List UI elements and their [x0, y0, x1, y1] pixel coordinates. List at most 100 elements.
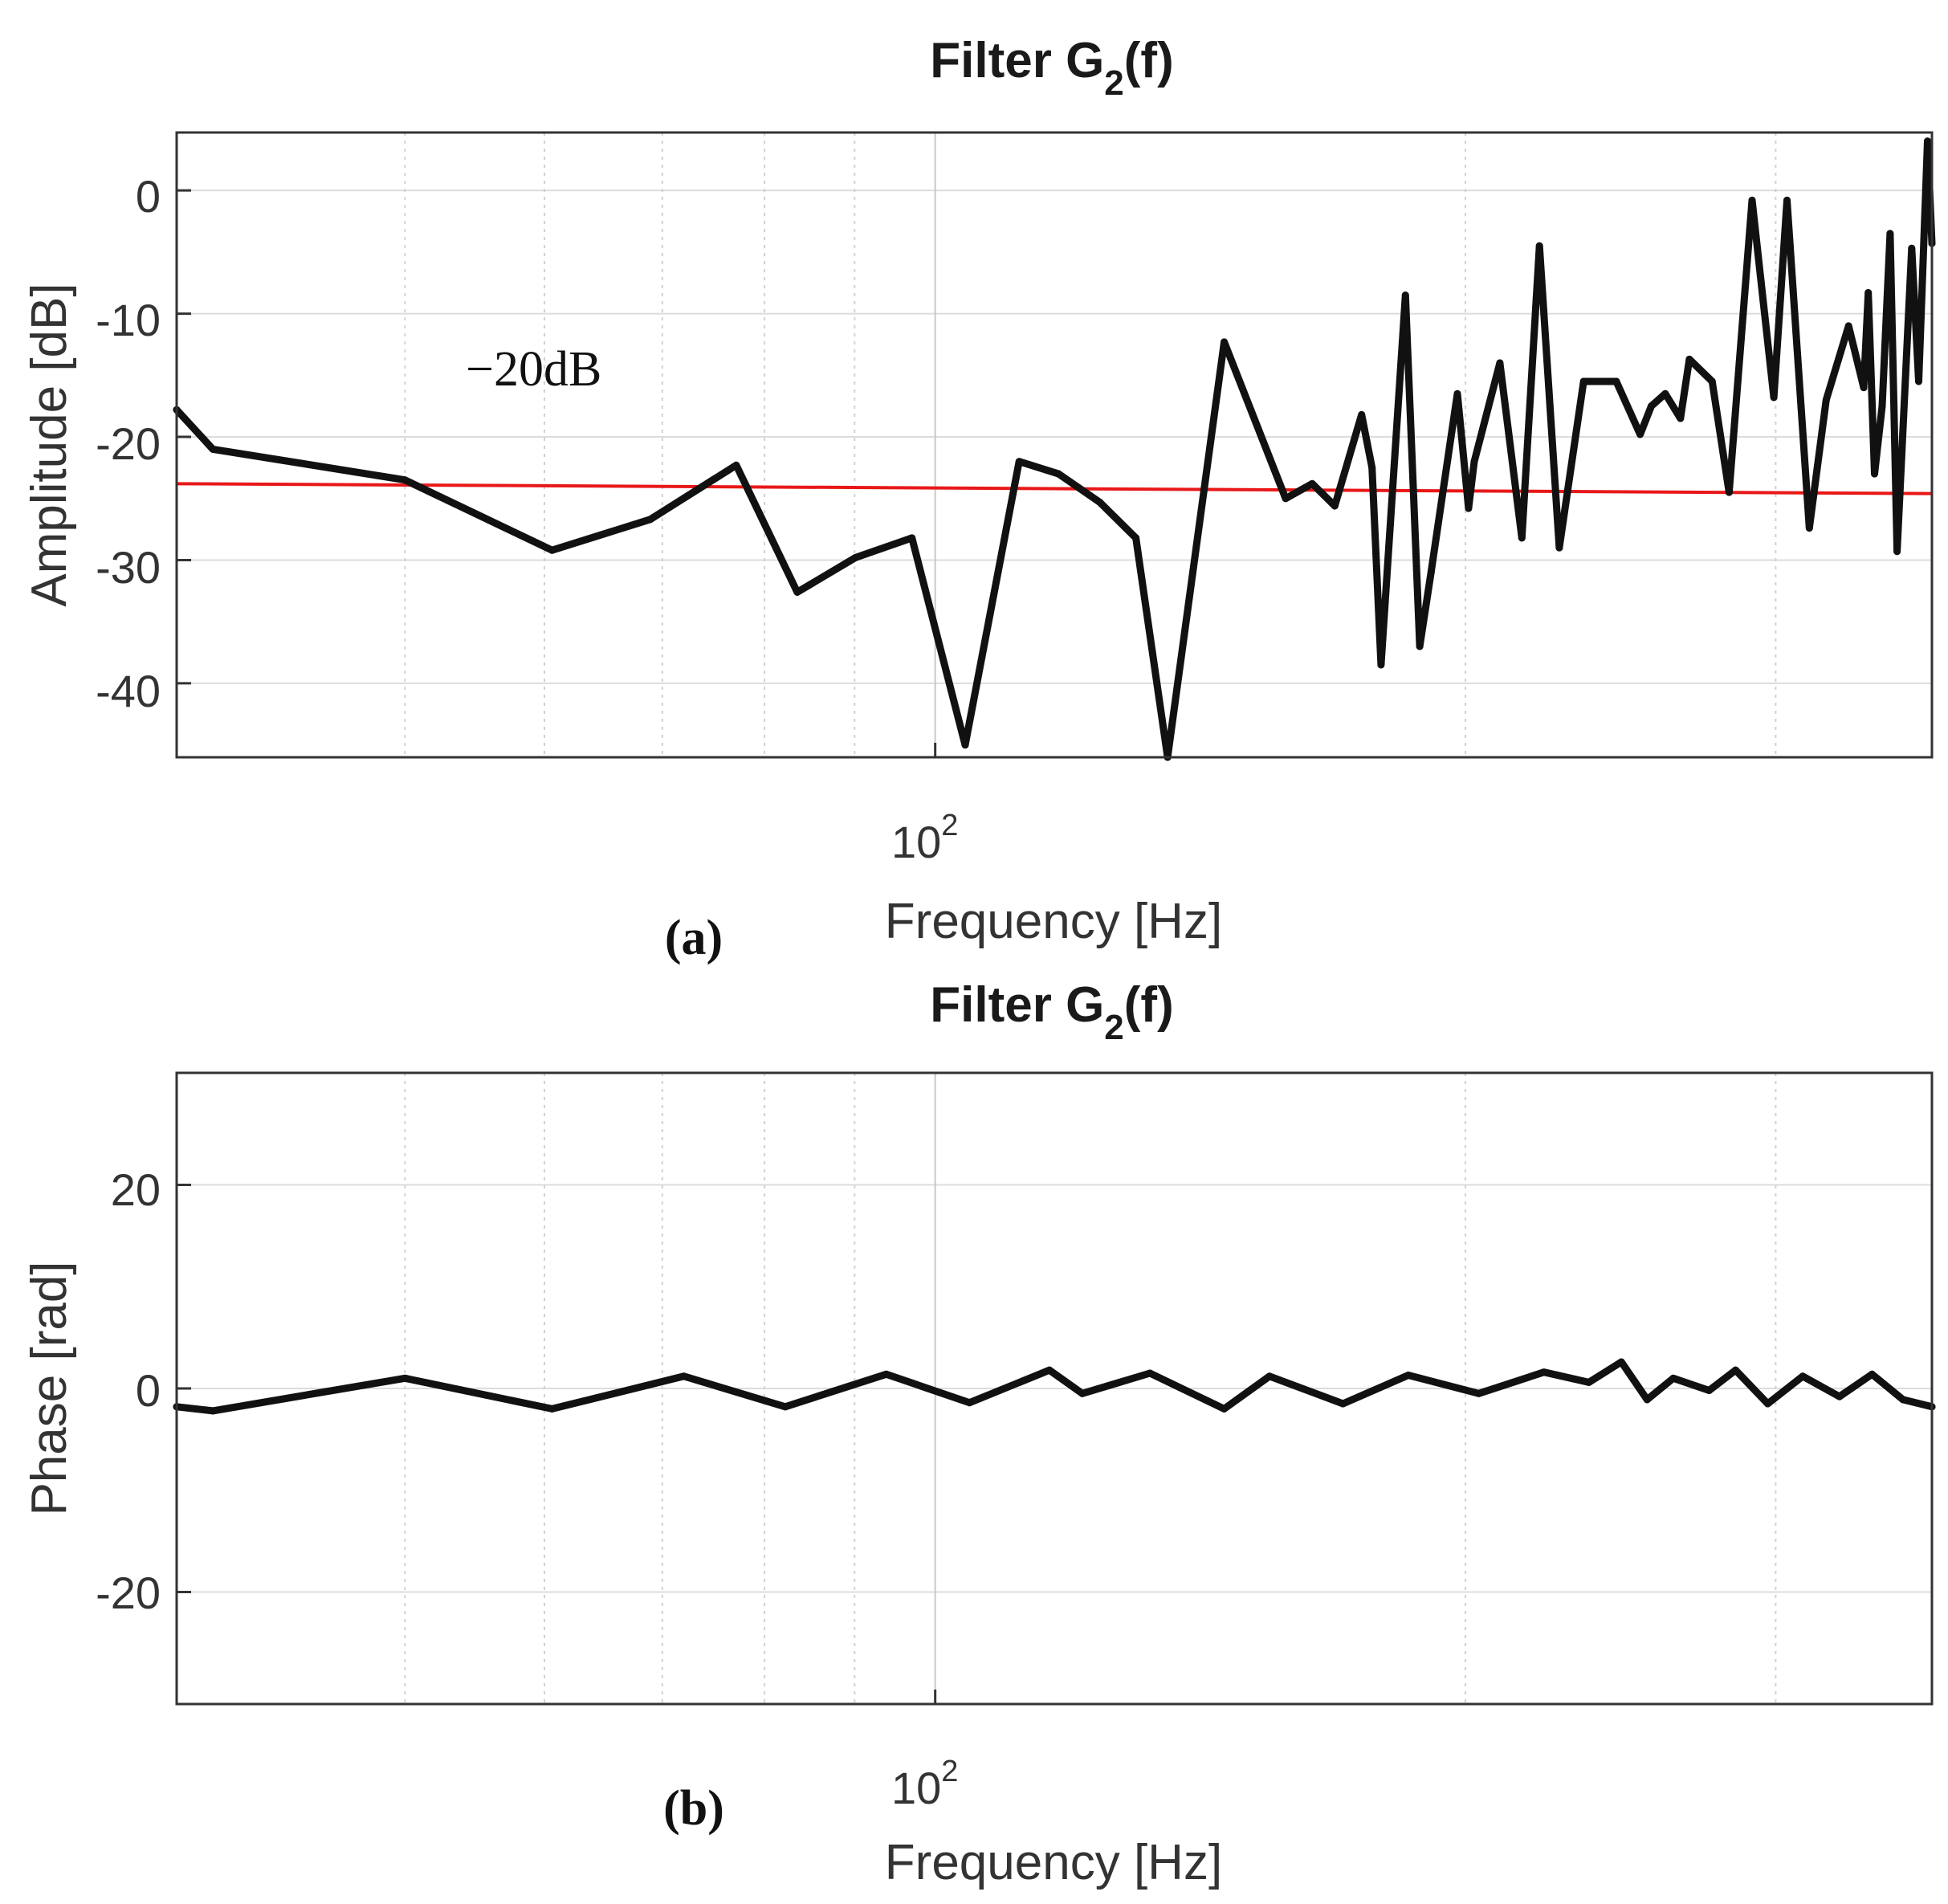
data-point-20: [1669, 1374, 1677, 1382]
y-tick-label-minus-10: -10: [96, 295, 161, 345]
data-point-29: [1518, 534, 1526, 542]
data-point-23: [1416, 642, 1424, 650]
data-point-17: [1308, 479, 1316, 487]
plot-frame-b: [175, 1071, 1934, 1706]
data-point-27: [1899, 1396, 1907, 1404]
x-tick-label-100: 102: [891, 809, 958, 867]
y-tick-label-0-phase: 0: [136, 1365, 161, 1416]
data-point-49: [1871, 470, 1879, 478]
data-point-11: [1054, 470, 1062, 478]
data-point-15: [1475, 1389, 1483, 1397]
data-point-33: [1612, 377, 1620, 385]
data-point-31: [1555, 544, 1563, 552]
data-point-8: [1045, 1366, 1053, 1374]
data-point-24: [1799, 1372, 1807, 1380]
data-point-41: [1748, 196, 1756, 204]
panel-a-amplitude-chart: Filter G2(f) 0 -10 -20 -30 -40 102 Frequ…: [22, 33, 1936, 965]
annotation-minus-20db: −20dB: [466, 342, 601, 397]
data-point-9: [961, 741, 969, 749]
data-point-14: [1404, 1372, 1412, 1380]
data-point-45: [1822, 396, 1830, 404]
y-tick-label-minus-20-phase: -20: [96, 1568, 161, 1618]
data-point-50: [1878, 402, 1886, 410]
data-point-5: [732, 461, 740, 469]
y-axis-label-a: Amplitude [dB]: [22, 283, 77, 606]
data-point-6: [793, 588, 801, 596]
phase-series-points: [173, 1358, 1936, 1415]
x-axis-label-a: Frequency [Hz]: [885, 894, 1222, 949]
y-tick-label-minus-40: -40: [96, 666, 161, 716]
data-point-25: [1453, 389, 1461, 398]
data-point-39: [1708, 377, 1716, 385]
plot-frame-a: [175, 131, 1934, 759]
data-point-43: [1783, 196, 1791, 204]
data-point-16: [1540, 1368, 1548, 1376]
y-tick-label-20: 20: [111, 1164, 161, 1215]
data-point-47: [1860, 384, 1868, 392]
data-point-2: [401, 1374, 409, 1382]
amplitude-series-points: [173, 137, 1936, 761]
data-point-42: [1770, 393, 1778, 402]
data-point-10: [1015, 458, 1023, 466]
data-point-27: [1470, 458, 1478, 466]
y-tick-label-minus-20: -20: [96, 418, 161, 469]
data-point-6: [882, 1370, 890, 1378]
data-point-37: [1677, 414, 1685, 422]
panel-label-a: (a): [665, 911, 723, 965]
data-point-19: [1358, 410, 1366, 418]
data-point-1: [209, 445, 217, 453]
data-point-10: [1146, 1369, 1154, 1377]
y-tick-label-0: 0: [136, 171, 161, 222]
data-point-55: [1924, 137, 1932, 145]
data-point-1: [209, 1407, 217, 1415]
data-point-17: [1585, 1378, 1593, 1386]
data-point-11: [1221, 1405, 1229, 1413]
data-point-3: [548, 546, 556, 554]
chart-a-title: Filter G2(f): [930, 33, 1173, 103]
data-point-44: [1805, 524, 1813, 532]
data-point-24: [1427, 569, 1435, 577]
data-point-4: [680, 1372, 688, 1380]
data-point-12: [1265, 1372, 1274, 1380]
reference-line-minus-20db: [176, 482, 1933, 495]
data-point-26: [1465, 504, 1473, 512]
data-point-13: [1339, 1400, 1347, 1408]
data-point-9: [1078, 1389, 1086, 1397]
data-point-30: [1535, 242, 1543, 250]
chart-b-title: Filter G2(f): [930, 977, 1173, 1047]
y-tick-label-minus-30: -30: [96, 542, 161, 593]
data-point-19: [1643, 1396, 1651, 1404]
data-point-51: [1886, 230, 1894, 238]
grid-a: [177, 133, 1932, 757]
y-axis-label-b: Phase [rad]: [22, 1261, 77, 1515]
data-point-21: [1377, 661, 1385, 669]
data-point-15: [1221, 338, 1229, 346]
x-axis-label-b: Frequency [Hz]: [885, 1835, 1222, 1890]
data-point-8: [908, 534, 916, 542]
data-point-48: [1864, 288, 1873, 296]
data-point-35: [1648, 402, 1656, 410]
data-point-38: [1685, 355, 1693, 363]
data-point-25: [1836, 1392, 1844, 1400]
panel-label-b: (b): [663, 1781, 724, 1836]
data-point-2: [401, 476, 409, 484]
data-point-13: [1132, 534, 1140, 542]
data-point-36: [1661, 389, 1669, 398]
data-point-26: [1868, 1370, 1876, 1378]
data-point-18: [1617, 1358, 1625, 1366]
data-point-54: [1915, 377, 1923, 385]
data-point-46: [1844, 322, 1852, 330]
data-point-4: [646, 516, 654, 524]
data-point-3: [548, 1405, 556, 1413]
data-point-7: [851, 553, 859, 561]
data-point-5: [781, 1403, 789, 1411]
data-point-20: [1368, 463, 1376, 471]
data-point-16: [1282, 495, 1290, 503]
data-point-23: [1763, 1400, 1771, 1408]
data-point-21: [1705, 1387, 1713, 1395]
data-point-12: [1096, 498, 1104, 506]
data-point-28: [1496, 359, 1504, 367]
x-tick-label-100-phase: 102: [891, 1755, 958, 1813]
panel-b-phase-chart: Filter G2(f) 20 0 -20 102 Frequency [Hz]…: [22, 977, 1936, 1890]
